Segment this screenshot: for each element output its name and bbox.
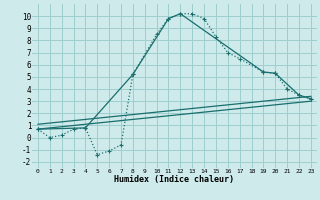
X-axis label: Humidex (Indice chaleur): Humidex (Indice chaleur) bbox=[115, 175, 234, 184]
